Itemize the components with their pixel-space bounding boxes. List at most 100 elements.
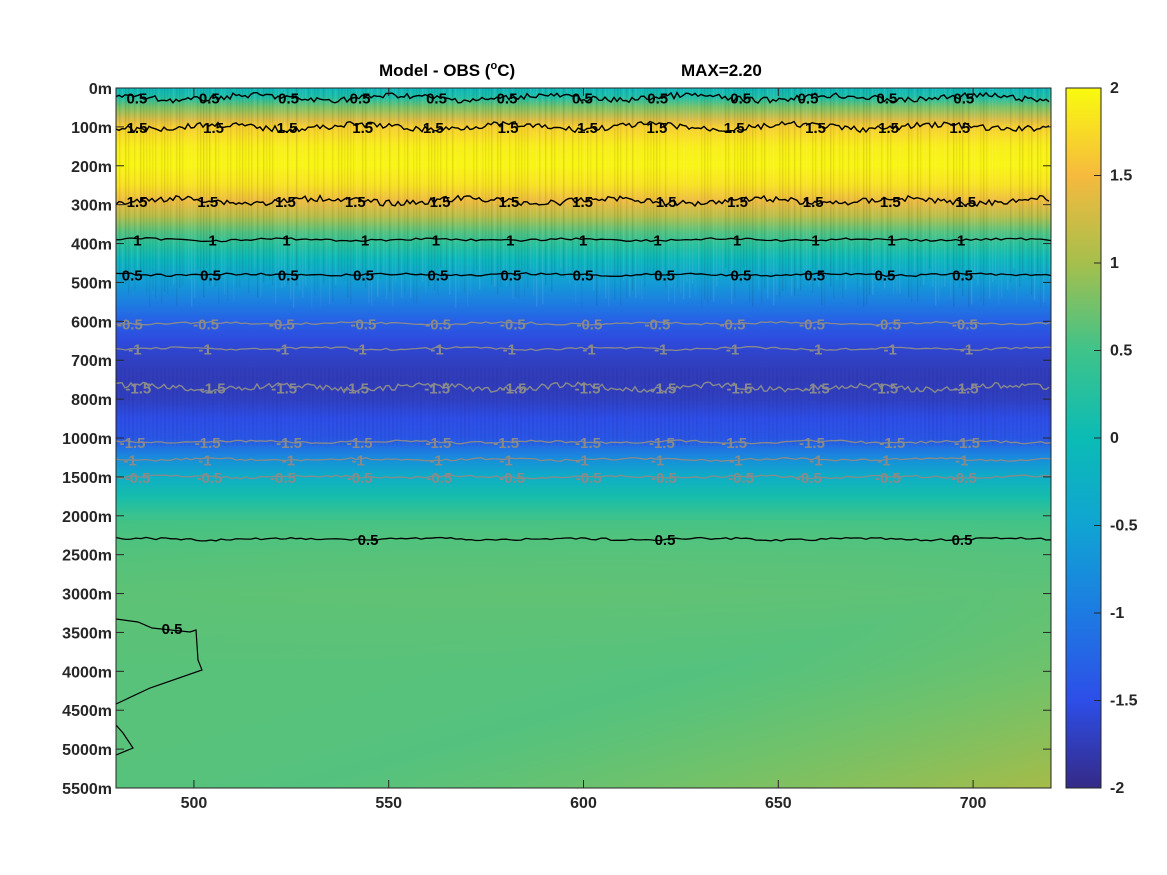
contour-line [116,381,1050,394]
contour-label: -1 [123,452,136,469]
contour-label: -0.5 [644,316,670,333]
striation [524,88,526,297]
y-tick-label: 1000m [62,431,112,448]
striation [902,88,904,270]
striation [539,88,541,278]
contour-label: -1.5 [650,380,676,397]
striation [956,368,958,446]
striation [713,88,715,302]
x-tick-label: 650 [765,795,792,812]
striation [1019,88,1021,287]
striation [956,88,958,271]
contour-label: 1.5 [955,194,976,211]
chart-title-unit-tail: C) [497,61,515,80]
striation [444,368,446,446]
striation [446,88,448,272]
striation [971,88,973,305]
striation [752,368,754,446]
striation [604,368,606,446]
striation [824,88,826,307]
striation [542,88,544,305]
striation [1022,88,1024,273]
striation [728,368,730,446]
striation [916,368,918,446]
striation [892,368,894,446]
contour-label: 1.5 [127,120,148,137]
contour-label: 1 [811,233,819,250]
colorbar-tick-label: 0 [1110,430,1119,447]
contour-label: 1 [506,233,514,250]
striation [748,368,750,446]
striation [548,88,550,275]
striation [905,88,907,279]
striation [764,88,766,289]
contour-label: 1.5 [430,194,451,211]
striation [791,88,793,297]
striation [131,88,133,278]
striation [614,88,616,300]
striation [556,368,558,446]
striation [760,368,762,446]
striation [968,368,970,446]
contour-line [116,120,1050,134]
striation [245,88,247,274]
striation [876,368,878,446]
striation [746,88,748,283]
striation [122,88,124,272]
striation [989,88,991,299]
striation [624,368,626,446]
striation [332,88,334,302]
striation [968,88,970,308]
striation [1016,88,1018,305]
contour-label: 1.5 [646,120,667,137]
contour-label: 0.5 [798,91,819,108]
striation [388,368,390,446]
colorbar-tick-label: -0.5 [1110,518,1138,535]
striation [872,368,874,446]
striation [256,368,258,446]
striation [683,88,685,300]
striation [572,368,574,446]
striation [688,368,690,446]
contour-label: 1.5 [572,194,593,211]
striation [926,88,928,274]
contour-label: -1 [430,342,443,359]
striation [836,88,838,280]
striation [312,368,314,446]
contour-line [116,536,1051,542]
contour-label: -1 [575,452,588,469]
striation [470,88,472,296]
striation [428,88,430,287]
striation [353,88,355,277]
striation [437,88,439,295]
y-tick-label: 5500m [62,781,112,798]
contour-label: 0.5 [500,268,521,285]
striation [1040,88,1042,308]
striation [977,88,979,286]
striation [590,88,592,272]
striation [203,88,205,298]
chart-title-unit-sup: o [490,60,497,72]
striation [881,88,883,283]
striation [796,368,798,446]
striation [629,88,631,297]
striation [473,88,475,278]
striation [431,88,433,281]
striation [815,88,817,275]
striation [299,88,301,291]
striation [467,88,469,306]
striation [224,88,226,295]
striation [899,88,901,294]
contour-line [116,194,1050,208]
contour-line [116,320,1051,326]
striation [179,88,181,288]
striation [323,88,325,284]
striation [731,88,733,305]
contour-label: -0.5 [875,316,901,333]
colorbar-tick-label: 2 [1110,80,1119,97]
contour-label: -1.5 [271,380,297,397]
striation [569,88,571,284]
striation [592,368,594,446]
striation [254,88,256,269]
striation [812,368,814,446]
